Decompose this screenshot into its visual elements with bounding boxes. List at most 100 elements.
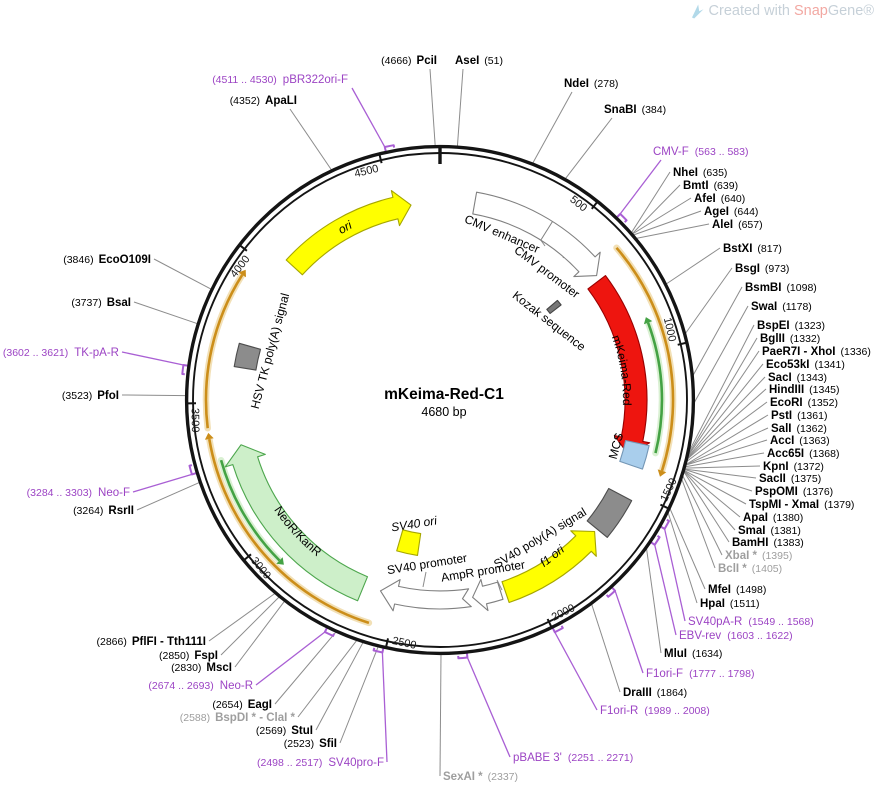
primer-binding-mark[interactable] <box>383 144 396 153</box>
enzyme-label-NdeI[interactable]: NdeI (278) <box>564 78 618 90</box>
orf-arrow <box>204 274 244 429</box>
enzyme-label-MluI[interactable]: MluI (1634) <box>664 648 722 660</box>
primer-label-pBR322ori-F[interactable]: (4511 .. 4530) pBR322ori-F <box>212 74 348 86</box>
enzyme-label-BsgI[interactable]: BsgI (973) <box>735 263 789 275</box>
enzyme-label-BspDI-ClaI-[interactable]: (2588) BspDI * - ClaI * <box>180 712 296 724</box>
primer-label-pBABE-3-[interactable]: pBABE 3' (2251 .. 2271) <box>513 752 633 764</box>
enzyme-label-EagI[interactable]: (2654) EagI <box>212 699 272 711</box>
primer-label-CMV-F[interactable]: CMV-F (563 .. 583) <box>653 146 748 158</box>
enzyme-label-AgeI[interactable]: AgeI (644) <box>704 206 758 218</box>
enzyme-label-BamHI[interactable]: BamHI (1383) <box>732 537 804 549</box>
enzyme-label-KpnI[interactable]: KpnI (1372) <box>763 461 824 473</box>
feature-sv40-promoter[interactable] <box>379 579 472 612</box>
enzyme-label-SfiI[interactable]: (2523) SfiI <box>284 738 337 750</box>
enzyme-label-XbaI-[interactable]: XbaI * (1395) <box>725 550 792 562</box>
enzyme-label-AseI[interactable]: AseI (51) <box>455 55 503 67</box>
enzyme-label-BsmBI[interactable]: BsmBI (1098) <box>745 282 817 294</box>
enzyme-label-MscI[interactable]: (2830) MscI <box>171 662 232 674</box>
enzyme-label-BstXI[interactable]: BstXI (817) <box>723 243 782 255</box>
primer-binding-mark[interactable] <box>615 212 628 223</box>
enzyme-label-AleI[interactable]: AleI (657) <box>712 219 763 231</box>
enzyme-label-Acc65I[interactable]: Acc65I (1368) <box>767 448 839 460</box>
enzyme-label-RsrII[interactable]: (3264) RsrII <box>73 505 134 517</box>
feature-sv40-polya[interactable] <box>586 487 633 538</box>
enzyme-label-BclI-[interactable]: BclI * (1405) <box>718 563 782 575</box>
enzyme-label-part: (2588) <box>180 712 210 724</box>
feature-label-mcs[interactable]: MCS <box>606 431 626 460</box>
primer-binding-mark[interactable] <box>323 627 336 637</box>
enzyme-label-ApaI[interactable]: ApaI (1380) <box>743 512 803 524</box>
enzyme-label-EcoRI[interactable]: EcoRI (1352) <box>770 397 838 409</box>
enzyme-label-FspI[interactable]: (2850) FspI <box>159 650 218 662</box>
enzyme-label-HpaI[interactable]: HpaI (1511) <box>700 598 760 610</box>
primer-label-EBV-rev[interactable]: EBV-rev (1603 .. 1622) <box>679 630 793 642</box>
primer-label-F1ori-R[interactable]: F1ori-R (1989 .. 2008) <box>600 705 710 717</box>
primer-binding-mark[interactable] <box>457 652 469 660</box>
enzyme-label-PaeR7I-XhoI[interactable]: PaeR7I - XhoI (1336) <box>762 346 871 358</box>
feature-neor-kanr[interactable] <box>224 444 369 602</box>
enzyme-label-PciI[interactable]: (4666) PciI <box>381 55 437 67</box>
primer-leader-line <box>654 544 677 636</box>
enzyme-label-part: (817) <box>757 243 782 255</box>
primer-binding-mark[interactable] <box>650 535 661 546</box>
enzyme-label-BsaI[interactable]: (3737) BsaI <box>71 297 131 309</box>
primer-binding-mark[interactable] <box>551 625 564 634</box>
enzyme-label-PflFI-Tth111I[interactable]: (2866) PflFI - Tth111I <box>97 636 207 648</box>
enzyme-label-SacI[interactable]: SacI (1343) <box>768 372 827 384</box>
feature-cmv[interactable] <box>472 191 601 278</box>
feature-mcs[interactable] <box>619 439 650 470</box>
primer-binding-mark[interactable] <box>372 647 385 654</box>
feature-ampr-promoter[interactable] <box>472 578 504 612</box>
enzyme-label-StuI[interactable]: (2569) StuI <box>256 725 313 737</box>
primer-label-Neo-R[interactable]: (2674 .. 2693) Neo-R <box>148 680 253 692</box>
primer-label-TK-pA-R[interactable]: (3602 .. 3621) TK-pA-R <box>3 347 119 359</box>
enzyme-label-PstI[interactable]: PstI (1361) <box>771 410 827 422</box>
primer-binding-mark[interactable] <box>181 364 189 376</box>
primer-label-Neo-F[interactable]: (3284 .. 3303) Neo-F <box>27 487 130 499</box>
enzyme-label-PfoI[interactable]: (3523) PfoI <box>62 390 119 402</box>
enzyme-leader-line <box>693 305 749 403</box>
enzyme-label-HindIII[interactable]: HindIII (1345) <box>769 384 840 396</box>
enzyme-label-SmaI[interactable]: SmaI (1381) <box>738 525 801 537</box>
primer-binding-mark[interactable] <box>188 464 197 476</box>
feature-hsv-tk-polya[interactable] <box>233 342 262 371</box>
primer-label-F1ori-F[interactable]: F1ori-F (1777 .. 1798) <box>646 668 754 680</box>
feature-sv40-ori[interactable] <box>396 529 422 556</box>
feature-kozak-tick[interactable] <box>546 299 562 315</box>
feature-ori[interactable] <box>285 190 412 276</box>
orf-arrowhead <box>643 317 653 325</box>
enzyme-label-MfeI[interactable]: MfeI (1498) <box>708 584 766 596</box>
enzyme-label-BmtI[interactable]: BmtI (639) <box>683 180 738 192</box>
primer-label-SV40pA-R[interactable]: SV40pA-R (1549 .. 1568) <box>688 616 814 628</box>
primer-binding-mark[interactable] <box>659 518 670 530</box>
enzyme-label-part: (1372) <box>794 461 824 473</box>
enzyme-label-SexAI-[interactable]: SexAI * (2337) <box>443 771 518 783</box>
primer-binding-mark[interactable] <box>605 586 617 598</box>
enzyme-label-SalI[interactable]: SalI (1362) <box>771 423 827 435</box>
enzyme-label-ApaLI[interactable]: (4352) ApaLI <box>230 95 297 107</box>
enzyme-label-AccI[interactable]: AccI (1363) <box>770 435 830 447</box>
enzyme-label-SacII[interactable]: SacII (1375) <box>759 473 821 485</box>
enzyme-label-SnaBI[interactable]: SnaBI (384) <box>604 104 666 116</box>
feature-label-sv40-ori[interactable]: SV40 ori <box>390 513 438 534</box>
enzyme-label-BspEI[interactable]: BspEI (1323) <box>757 320 825 332</box>
enzyme-leader-line <box>665 247 721 285</box>
enzyme-label-part: AseI <box>455 55 479 67</box>
enzyme-label-SwaI[interactable]: SwaI (1178) <box>751 301 812 313</box>
enzyme-label-Eco53kI[interactable]: Eco53kI (1341) <box>766 359 845 371</box>
feature-f1-ori[interactable] <box>501 530 597 604</box>
enzyme-label-BglII[interactable]: BglII (1332) <box>760 333 820 345</box>
enzyme-label-part: (1634) <box>692 648 722 660</box>
enzyme-leader-line <box>687 350 760 457</box>
enzyme-label-DraIII[interactable]: DraIII (1864) <box>623 687 687 699</box>
feature-label-extra[interactable]: Kozak sequence <box>510 288 589 354</box>
primer-label-part: Neo-R <box>220 680 253 692</box>
enzyme-label-TspMI-XmaI[interactable]: TspMI - XmaI (1379) <box>749 499 854 511</box>
primer-label-SV40pro-F[interactable]: (2498 .. 2517) SV40pro-F <box>257 757 384 769</box>
enzyme-label-AfeI[interactable]: AfeI (640) <box>694 193 745 205</box>
enzyme-label-PspOMI[interactable]: PspOMI (1376) <box>755 486 833 498</box>
feature-label-ori[interactable]: ori <box>336 218 355 237</box>
enzyme-label-EcoO109I[interactable]: (3846) EcoO109I <box>63 254 151 266</box>
enzyme-label-part: EagI <box>248 699 272 711</box>
enzyme-label-NheI[interactable]: NheI (635) <box>673 167 727 179</box>
